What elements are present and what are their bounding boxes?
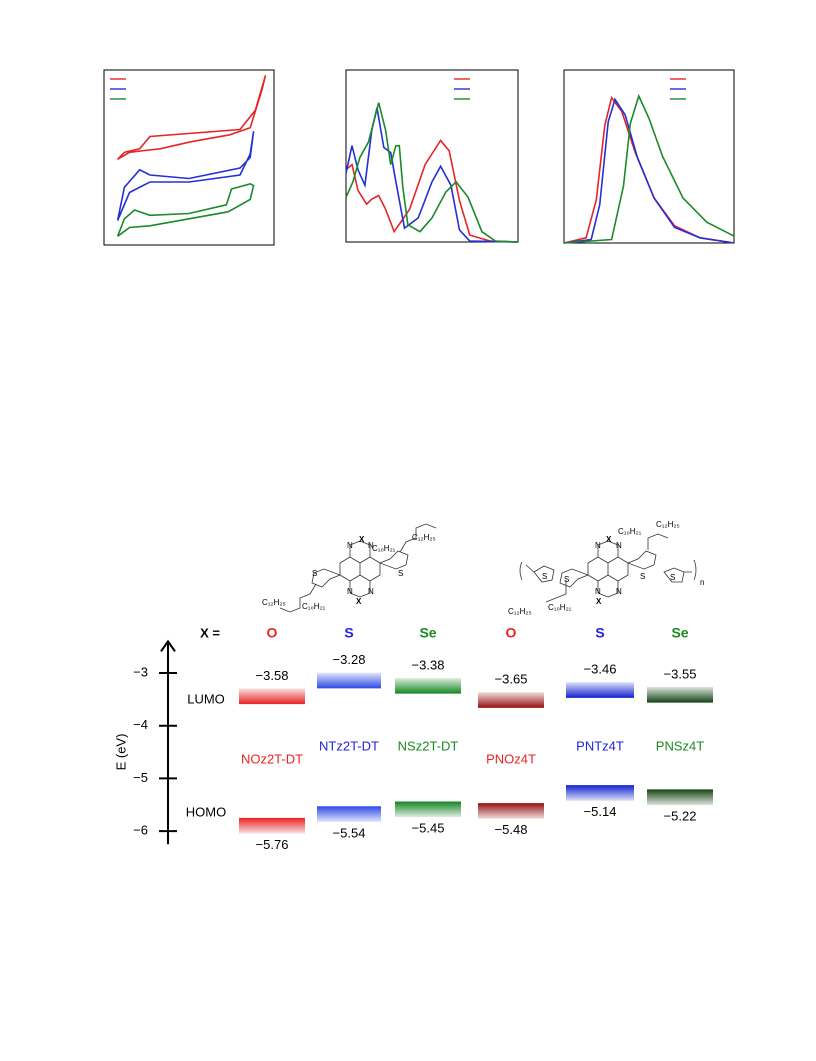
atom-label: N xyxy=(616,541,622,550)
category-label: Se xyxy=(419,625,436,641)
atom-label: X xyxy=(606,535,612,544)
value-label: −3.38 xyxy=(412,657,445,672)
data-line xyxy=(116,131,255,221)
axis-arrow xyxy=(160,639,176,652)
substituent: C₁₂H₂₅ xyxy=(508,607,532,616)
energy-level-bar xyxy=(239,688,305,704)
value-label: −3.28 xyxy=(333,652,366,667)
energy-level-bar xyxy=(478,803,544,819)
atom-label: N xyxy=(616,587,622,596)
material-name: PNSz4T xyxy=(656,738,704,753)
data-line xyxy=(563,95,735,244)
value-label: −5.45 xyxy=(412,821,445,836)
material-name: PNTz4T xyxy=(576,738,624,753)
level-label: LUMO xyxy=(187,691,225,706)
substituent: C₁₂H₂₅ xyxy=(656,520,680,529)
atom-label: S xyxy=(398,569,403,578)
atom-label: S xyxy=(670,573,675,582)
atom-label: N xyxy=(347,587,353,596)
energy-level-bar xyxy=(239,818,305,834)
value-label: −3.55 xyxy=(664,666,697,681)
value-label: −5.22 xyxy=(664,808,697,823)
value-label: −5.54 xyxy=(333,825,366,840)
energy-level-bar xyxy=(317,672,381,688)
y-tick-label: −6 xyxy=(133,823,148,838)
structure-right: X N N N N X S S S S C₁₀H₂₁ C₁₂H₂₅ C₁₂H₂₅… xyxy=(508,520,704,616)
substituent: C₁₂H₂₅ xyxy=(262,598,286,607)
atom-label: X xyxy=(356,597,362,606)
atom-label: X xyxy=(359,535,365,544)
y-tick-label: −5 xyxy=(133,770,148,785)
material-name: NOz2T-DT xyxy=(241,751,303,766)
data-line xyxy=(345,139,519,243)
substituent: C₁₀H₂₁ xyxy=(618,527,642,536)
energy-level-bar xyxy=(317,806,381,822)
y-tick-label: −3 xyxy=(133,664,148,679)
atom-label: N xyxy=(347,541,353,550)
category-label: S xyxy=(344,625,353,641)
structure-left: X N N N N X S S C₁₀H₂₁ C₁₂H₂₅ C₁₂H₂₅ C₁₀… xyxy=(262,523,437,613)
atom-label: S xyxy=(542,572,547,581)
header-label: X = xyxy=(200,625,220,640)
energy-level-bar xyxy=(395,802,461,818)
atom-label: S xyxy=(640,572,645,581)
data-line xyxy=(563,93,735,244)
category-label: S xyxy=(595,625,604,641)
data-line xyxy=(563,97,735,244)
energy-level-bar xyxy=(647,789,713,805)
level-label: HOMO xyxy=(186,804,226,819)
plot-frame xyxy=(563,69,735,244)
material-name: NSz2T-DT xyxy=(398,738,459,753)
atom-label: N xyxy=(595,587,601,596)
plot-frame xyxy=(345,69,519,243)
data-line xyxy=(117,75,267,160)
substituent: C₁₀H₂₁ xyxy=(372,544,396,553)
atom-label: N xyxy=(595,541,601,550)
y-tick-label: −4 xyxy=(133,717,148,732)
atom-label: S xyxy=(564,575,569,584)
category-label: O xyxy=(506,625,517,641)
substituent: C₁₀H₂₁ xyxy=(548,603,572,612)
energy-level-bar xyxy=(395,678,461,694)
value-label: −5.48 xyxy=(495,822,528,837)
energy-level-bar xyxy=(478,692,544,708)
atom-label: S xyxy=(312,569,317,578)
substituent: C₁₀H₂₁ xyxy=(302,602,326,611)
energy-level-bar xyxy=(647,686,713,702)
material-name: PNOz4T xyxy=(486,751,536,766)
category-label: O xyxy=(267,625,278,641)
plot-frame xyxy=(103,69,275,246)
data-line xyxy=(116,182,255,237)
substituent: C₁₂H₂₅ xyxy=(412,533,436,542)
value-label: −3.46 xyxy=(584,662,617,677)
atom-label: n xyxy=(700,578,704,587)
value-label: −5.76 xyxy=(256,837,289,852)
energy-level-bar xyxy=(566,785,634,801)
atom-label: X xyxy=(596,597,602,606)
value-label: −3.58 xyxy=(256,668,289,683)
material-name: NTz2T-DT xyxy=(319,738,379,753)
data-line xyxy=(345,107,519,243)
y-axis-label: E (eV) xyxy=(113,734,128,771)
category-label: Se xyxy=(671,625,688,641)
value-label: −5.14 xyxy=(584,804,617,819)
data-line xyxy=(345,102,519,243)
atom-label: N xyxy=(368,541,374,550)
value-label: −3.65 xyxy=(495,672,528,687)
atom-label: N xyxy=(368,587,374,596)
energy-level-bar xyxy=(566,682,634,698)
